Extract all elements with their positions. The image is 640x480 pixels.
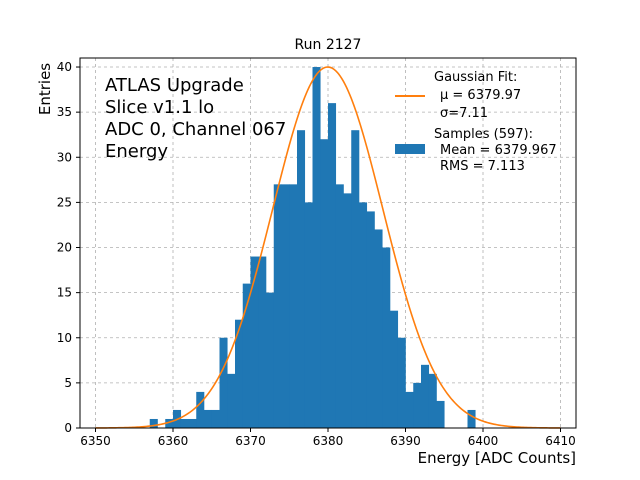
histogram-bar [297, 130, 306, 428]
histogram-bar [273, 184, 282, 428]
histogram-bar [149, 418, 158, 428]
histogram-bar [219, 337, 228, 428]
histogram-bar [428, 373, 437, 428]
histogram-bar [374, 229, 383, 428]
chart-title: Run 2127 [295, 37, 362, 53]
histogram-bar [180, 418, 189, 428]
annotation-line-3: ADC 0, Channel 067 [105, 119, 286, 140]
histogram-bar [235, 319, 244, 428]
y-tick-label: 15 [57, 286, 72, 300]
histogram-bar [165, 418, 174, 428]
histogram-bar [436, 400, 445, 428]
legend-fit-sigma: σ=7.11 [440, 106, 488, 121]
histogram-bar [366, 211, 375, 428]
histogram-bar [266, 292, 275, 428]
histogram-bar [467, 409, 476, 428]
y-tick-label: 10 [57, 331, 72, 345]
y-tick-label: 20 [57, 241, 72, 255]
annotation-line-2: Slice v1.1 lo [105, 97, 214, 118]
legend-samples-mean: Mean = 6379.967 [440, 143, 557, 158]
x-tick-label: 6400 [468, 434, 499, 448]
histogram-bar [421, 364, 430, 428]
x-tick-label: 6380 [313, 434, 344, 448]
legend-fit-mu: μ = 6379.97 [440, 88, 521, 103]
annotation-line-4: Energy [105, 141, 168, 162]
histogram-bar [281, 184, 290, 428]
annotation-line-1: ATLAS Upgrade [105, 75, 244, 96]
y-tick-label: 35 [57, 105, 72, 119]
histogram-bar [390, 310, 399, 428]
histogram-bar [351, 130, 360, 428]
fit-curve [95, 66, 561, 429]
histogram-bar [405, 391, 414, 428]
x-tick-label: 6350 [80, 434, 111, 448]
histogram-bar [258, 256, 267, 428]
histogram-bar [289, 184, 298, 428]
histogram-bar [250, 256, 259, 428]
legend-fit-title: Gaussian Fit: [434, 70, 517, 85]
histogram-bar [328, 103, 337, 428]
histogram-bar [242, 283, 251, 428]
x-tick-label: 6370 [235, 434, 266, 448]
histogram-bars [149, 67, 476, 429]
y-tick-label: 30 [57, 150, 72, 164]
y-tick-label: 25 [57, 195, 72, 209]
histogram-bar [335, 184, 344, 428]
histogram-bar [397, 337, 406, 428]
histogram-bar [320, 139, 329, 428]
histogram-bar [359, 202, 368, 428]
y-tick-label: 40 [57, 60, 72, 74]
legend-samples-rms: RMS = 7.113 [440, 159, 525, 174]
y-tick-label: 0 [64, 421, 72, 435]
legend-samples-title: Samples (597): [434, 127, 533, 142]
legend: Gaussian Fit: μ = 6379.97 σ=7.11 Samples… [395, 70, 557, 174]
histogram-bar [382, 247, 391, 428]
axis-ticks: 6350 6360 6370 6380 6390 6400 6410 0 5 10 15 20 25 30… [57, 60, 576, 448]
histogram-bar [304, 202, 313, 428]
y-tick-label: 5 [64, 376, 72, 390]
x-tick-label: 6390 [390, 434, 421, 448]
histogram-bar [196, 391, 205, 428]
histogram-bar [227, 373, 236, 428]
x-tick-label: 6410 [545, 434, 576, 448]
histogram-bar [343, 193, 352, 428]
x-axis-label: Energy [ADC Counts] [418, 449, 576, 467]
x-tick-label: 6360 [158, 434, 189, 448]
histogram-bar [188, 418, 197, 428]
histogram-bar [413, 382, 422, 428]
histogram-bar [312, 67, 321, 429]
y-axis-label: Entries [36, 63, 54, 115]
legend-samples-swatch [395, 144, 425, 154]
gaussian-fit [95, 66, 561, 429]
annotation-block: ATLAS Upgrade Slice v1.1 lo ADC 0, Chann… [105, 75, 286, 162]
histogram-bar [204, 409, 213, 428]
histogram-bar [211, 409, 220, 428]
